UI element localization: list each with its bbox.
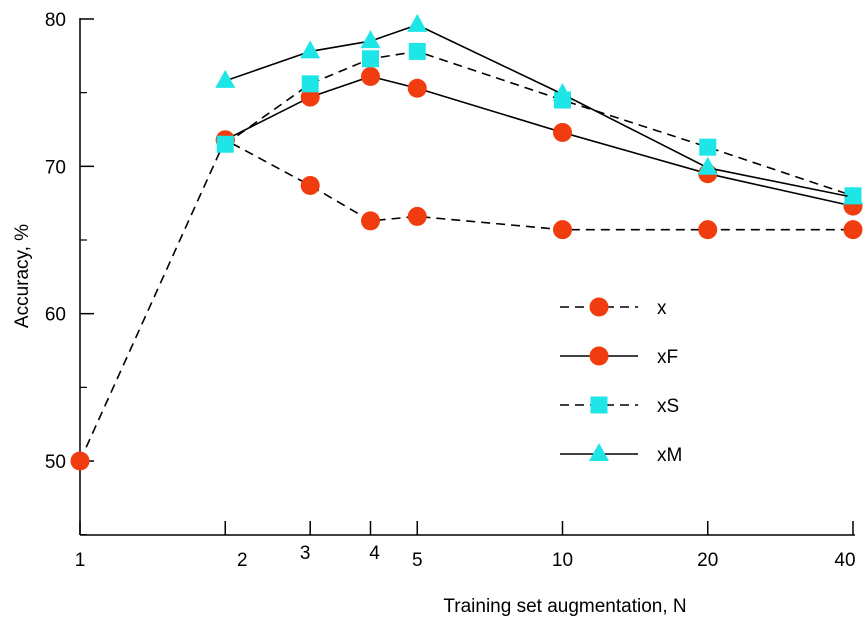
data-point-xF: [407, 78, 427, 98]
legend-label: xM: [657, 445, 682, 466]
data-point-xM: [407, 13, 428, 32]
y-tick-label: 70: [45, 157, 66, 178]
data-point-xS: [361, 50, 379, 68]
data-point-x: [360, 211, 380, 231]
data-point-xM: [215, 69, 236, 88]
data-point-xS: [408, 42, 426, 60]
x-axis-ticks: 1 2 3 4 5 10 20 40: [75, 521, 856, 571]
x-tick-label: 10: [552, 550, 573, 571]
data-point-xM: [360, 30, 381, 49]
data-point-xF: [300, 87, 320, 107]
series-xM: [215, 13, 863, 205]
legend-item-xS: xS: [560, 396, 679, 417]
legend-marker: [590, 396, 608, 414]
series-line-xS: [224, 50, 854, 197]
legend: x xF xS xM: [560, 297, 682, 466]
x-tick-label: 40: [834, 550, 855, 571]
data-point-x: [843, 220, 863, 240]
data-point-xF: [553, 122, 573, 142]
data-point-x: [300, 175, 320, 195]
y-tick-label: 50: [45, 452, 66, 473]
x-tick-label: 2: [237, 550, 248, 571]
data-point-xM: [300, 40, 321, 59]
x-tick-label: 3: [300, 543, 311, 564]
data-point-x: [407, 206, 427, 226]
data-point-x: [70, 451, 90, 471]
legend-marker: [589, 297, 609, 317]
legend-label: xF: [657, 347, 678, 368]
data-point-x: [698, 220, 718, 240]
y-tick-label: 80: [45, 10, 66, 31]
data-point-xF: [360, 66, 380, 86]
data-point-x: [553, 220, 573, 240]
series-line-x: [79, 138, 853, 462]
x-tick-label: 4: [369, 543, 380, 564]
x-tick-label: 1: [75, 550, 86, 571]
legend-item-xM: xM: [560, 443, 682, 466]
y-axis-label: Accuracy, %: [12, 224, 33, 328]
series-line-xM: [224, 24, 854, 199]
legend-marker: [589, 443, 609, 461]
data-point-xM: [697, 156, 718, 175]
y-axis-ticks: 50 60 70 80: [45, 10, 94, 536]
legend-label: x: [657, 298, 667, 319]
legend-item-xF: xF: [560, 346, 678, 368]
series-layer: [70, 13, 863, 471]
data-point-xS: [216, 135, 234, 153]
data-point-xM: [552, 83, 573, 102]
legend-item-x: x: [560, 297, 667, 319]
x-axis-label: Training set augmentation, N: [443, 596, 686, 617]
legend-marker: [589, 346, 609, 366]
data-point-xS: [699, 138, 717, 156]
y-tick-label: 60: [45, 305, 66, 326]
x-tick-label: 20: [697, 550, 718, 571]
x-tick-label: 5: [412, 550, 423, 571]
data-point-xM: [843, 186, 863, 205]
legend-label: xS: [657, 396, 679, 417]
data-point-xS: [301, 75, 319, 93]
